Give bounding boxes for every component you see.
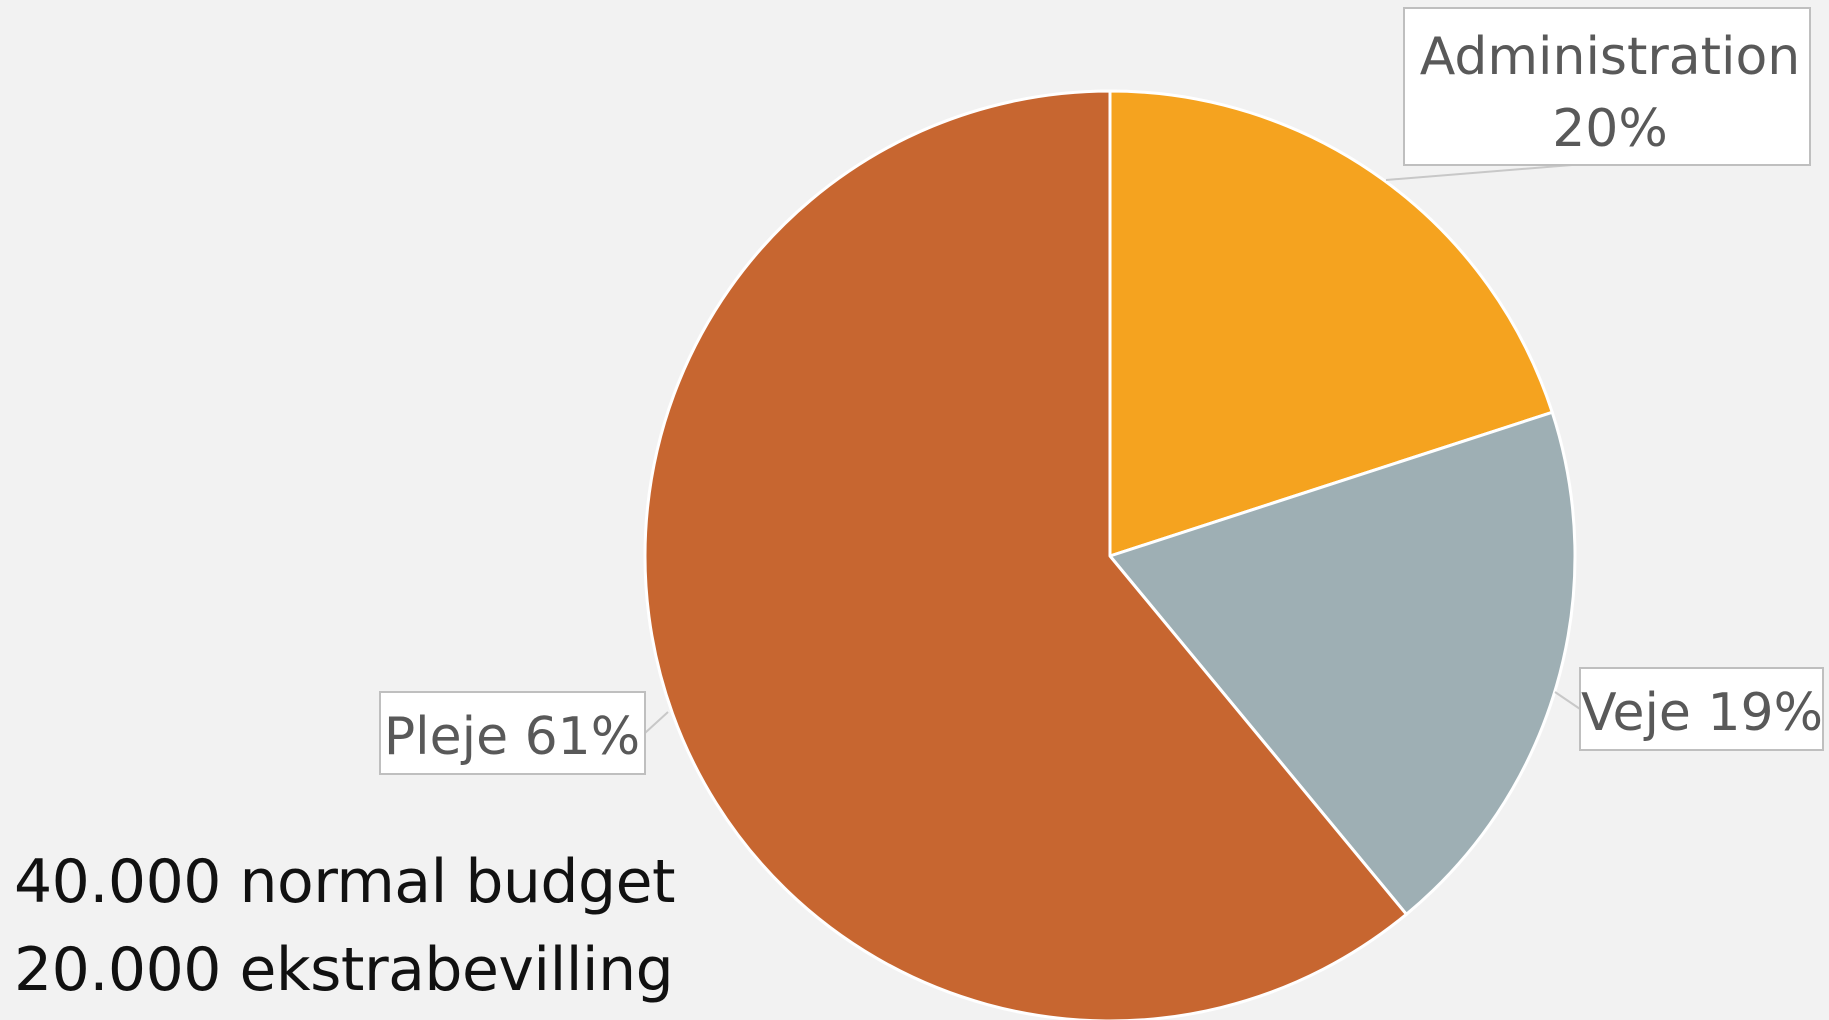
note-extra-appropriation: 20.000 ekstrabevilling	[14, 935, 674, 1005]
leader-line	[1554, 691, 1581, 710]
budget-notes: 40.000 normal budget 20.000 ekstrabevill…	[14, 838, 676, 1014]
pie-slice-veje	[1108, 410, 1577, 916]
slice-label-text: Veje 19%	[1581, 683, 1823, 743]
label-box	[379, 691, 646, 775]
slice-percent-label: 61%	[525, 707, 641, 767]
slice-category-label: Administration	[1420, 27, 1801, 87]
slice-category-label: Pleje	[384, 707, 525, 767]
pie-slice-administration	[1108, 89, 1554, 558]
pie-slice-pleje	[643, 89, 1408, 1020]
leader-line	[1385, 164, 1573, 181]
label-box	[1403, 7, 1811, 166]
slice-percent-label: 19%	[1707, 683, 1823, 743]
slice-category-label: Veje	[1581, 683, 1708, 743]
slice-label-administration: Administration 20%	[1385, 7, 1811, 181]
slice-label-veje: Veje 19%	[1554, 667, 1824, 751]
note-normal-budget: 40.000 normal budget	[14, 847, 676, 917]
slice-percent-label: 20%	[1552, 99, 1668, 159]
slice-label-text: Pleje 61%	[384, 707, 640, 767]
slice-label-pleje: Pleje 61%	[379, 691, 669, 775]
label-box	[1579, 667, 1824, 751]
leader-line	[644, 711, 669, 734]
